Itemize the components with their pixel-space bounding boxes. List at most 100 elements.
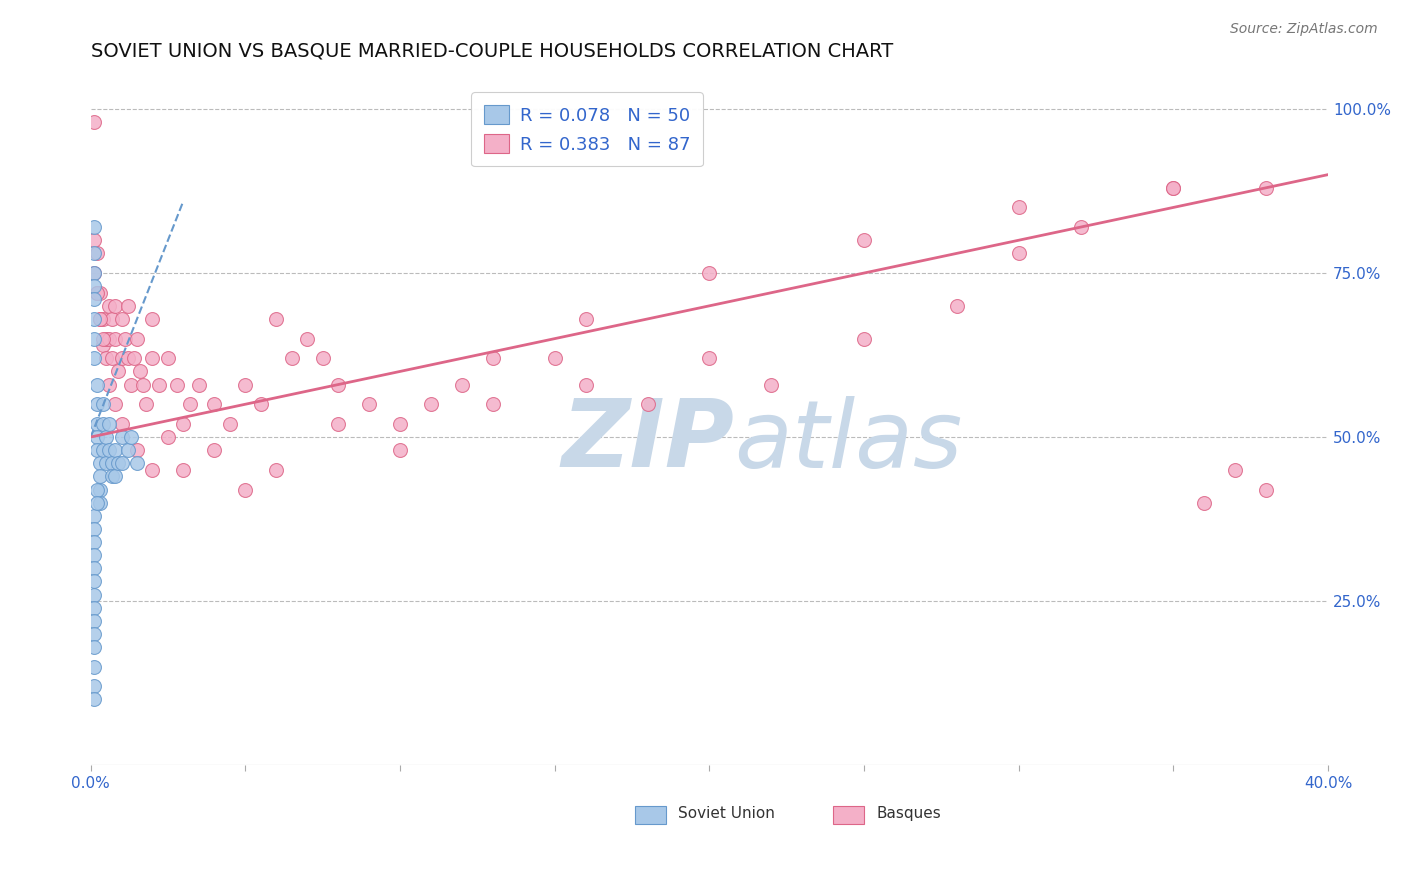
Point — [86, 417, 108, 431]
Point — [482, 397, 505, 411]
Point — [86, 285, 108, 300]
Point — [98, 377, 121, 392]
Point — [451, 377, 474, 392]
Point — [94, 456, 117, 470]
Point — [141, 463, 163, 477]
Point — [120, 377, 142, 392]
Point — [637, 397, 659, 411]
Text: atlas: atlas — [734, 396, 962, 487]
Point — [83, 233, 105, 247]
Point — [264, 463, 287, 477]
Point — [83, 600, 105, 615]
Point — [83, 293, 105, 307]
Point — [853, 233, 876, 247]
Point — [94, 430, 117, 444]
Point — [83, 640, 105, 654]
Point — [83, 627, 105, 641]
Point — [110, 456, 132, 470]
Point — [91, 312, 114, 326]
Legend: R = 0.078   N = 50, R = 0.383   N = 87: R = 0.078 N = 50, R = 0.383 N = 87 — [471, 92, 703, 166]
Point — [83, 535, 105, 549]
Point — [83, 561, 105, 575]
Point — [110, 312, 132, 326]
Point — [104, 469, 127, 483]
Point — [86, 397, 108, 411]
Point — [83, 266, 105, 280]
Point — [91, 443, 114, 458]
Point — [179, 397, 201, 411]
Point — [110, 430, 132, 444]
Point — [104, 299, 127, 313]
Point — [233, 483, 256, 497]
Point — [94, 332, 117, 346]
Point — [83, 266, 105, 280]
Point — [91, 397, 114, 411]
Point — [141, 351, 163, 366]
Point — [86, 377, 108, 392]
Point — [202, 443, 225, 458]
Point — [83, 522, 105, 536]
Point — [83, 115, 105, 129]
Point — [89, 456, 111, 470]
Point — [419, 397, 441, 411]
Point — [575, 312, 598, 326]
Point — [1225, 463, 1247, 477]
Point — [86, 483, 108, 497]
Point — [98, 299, 121, 313]
Point — [89, 469, 111, 483]
Point — [98, 332, 121, 346]
Point — [104, 397, 127, 411]
Point — [1163, 180, 1185, 194]
Point — [122, 351, 145, 366]
Point — [544, 351, 567, 366]
Point — [1256, 483, 1278, 497]
Point — [98, 417, 121, 431]
Point — [148, 377, 170, 392]
Point — [172, 463, 194, 477]
Point — [125, 443, 148, 458]
Point — [761, 377, 783, 392]
Point — [1256, 180, 1278, 194]
Point — [101, 312, 124, 326]
Point — [1070, 220, 1092, 235]
Point — [120, 430, 142, 444]
Point — [575, 377, 598, 392]
Text: SOVIET UNION VS BASQUE MARRIED-COUPLE HOUSEHOLDS CORRELATION CHART: SOVIET UNION VS BASQUE MARRIED-COUPLE HO… — [90, 42, 893, 61]
Point — [388, 417, 411, 431]
Point — [295, 332, 318, 346]
Point — [83, 548, 105, 562]
Point — [202, 397, 225, 411]
Point — [107, 456, 129, 470]
Point — [83, 574, 105, 589]
Point — [946, 299, 969, 313]
Point — [86, 285, 108, 300]
Text: Soviet Union: Soviet Union — [679, 805, 775, 821]
Point — [156, 351, 179, 366]
Point — [101, 351, 124, 366]
Point — [388, 443, 411, 458]
Point — [83, 692, 105, 706]
Point — [110, 351, 132, 366]
Point — [264, 312, 287, 326]
Point — [83, 332, 105, 346]
Point — [311, 351, 333, 366]
Point — [91, 338, 114, 352]
Point — [125, 456, 148, 470]
Point — [89, 285, 111, 300]
Point — [172, 417, 194, 431]
Point — [110, 417, 132, 431]
Point — [129, 364, 152, 378]
Point — [89, 312, 111, 326]
Point — [125, 332, 148, 346]
Point — [699, 266, 721, 280]
Point — [218, 417, 240, 431]
Point — [83, 312, 105, 326]
Point — [141, 312, 163, 326]
Point — [104, 332, 127, 346]
Point — [101, 469, 124, 483]
Point — [104, 443, 127, 458]
Point — [94, 351, 117, 366]
Text: Basques: Basques — [876, 805, 941, 821]
Point — [89, 496, 111, 510]
Point — [107, 364, 129, 378]
